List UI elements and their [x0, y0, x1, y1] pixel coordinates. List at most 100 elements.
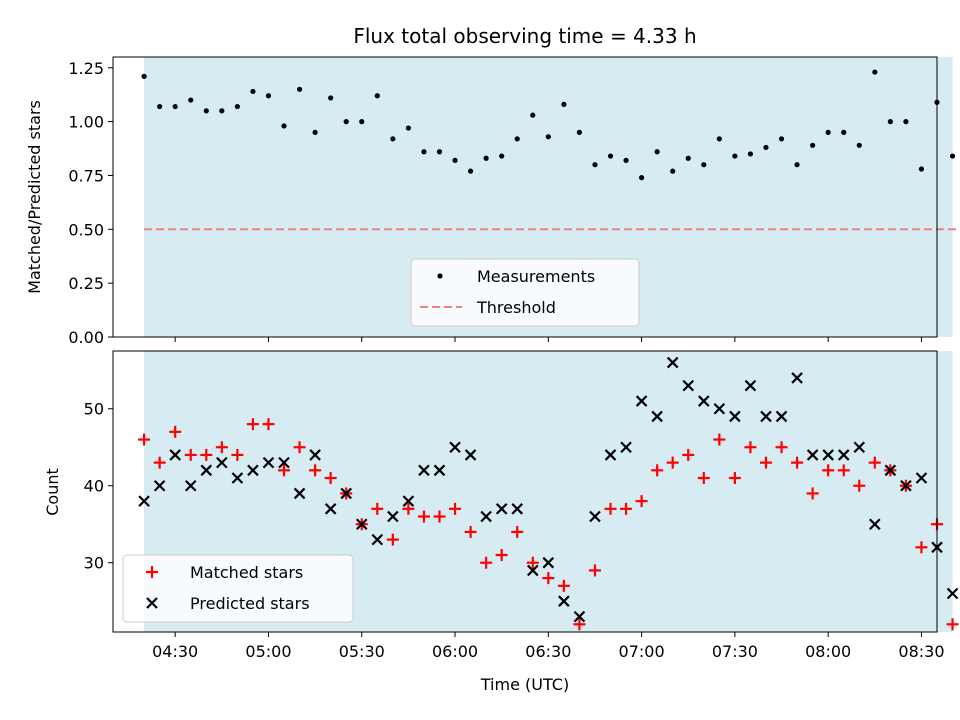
predicted-star-point: [760, 410, 772, 423]
predicted-star-point: [464, 449, 477, 461]
predicted-star-point: [806, 449, 819, 461]
predicted-star-point: [184, 479, 197, 492]
matched-star-point: [153, 456, 166, 469]
matched-star-point: [868, 456, 881, 469]
matched-star-point: [402, 502, 415, 515]
top-y-tick-label: 1.00: [68, 113, 104, 132]
measurement-point: [499, 153, 505, 159]
matched-star-point: [371, 502, 384, 515]
measurement-point: [670, 168, 676, 174]
measurement-point: [265, 93, 272, 99]
measurement-point: [810, 142, 816, 148]
predicted-star-point: [340, 487, 352, 500]
bottom-x-ticks: 04:30 05:00 05:30 06:00 06:30 07:00 07:30 08:00…: [152, 632, 945, 661]
predicted-star-point: [371, 533, 384, 546]
matched-star-point: [386, 533, 399, 546]
predicted-star-point: [573, 610, 586, 623]
top-y-tick-label: 0.00: [68, 328, 104, 347]
predicted-star-point: [900, 479, 912, 492]
predicted-star-point: [682, 379, 695, 392]
matched-star-point: [293, 441, 306, 454]
legend-measurements-label: Measurements: [477, 267, 595, 286]
predicted-star-point: [433, 464, 446, 477]
bottom-legend: Matched stars Predicted stars: [122, 554, 354, 623]
bottom-y-tick-label: 40: [84, 477, 104, 496]
top-x-ticks: [174, 337, 922, 342]
matched-star-point: [557, 579, 570, 592]
matched-star-point: [417, 510, 430, 523]
matched-star-point: [806, 487, 819, 500]
predicted-star-point: [853, 441, 866, 454]
measurement-point: [141, 73, 147, 79]
predicted-star-point: [744, 379, 757, 392]
top-y-tick-label: 0.50: [68, 220, 104, 239]
matched-star-point: [309, 464, 322, 477]
predicted-star-point: [635, 395, 648, 407]
x-tick-label: 05:00: [245, 642, 291, 661]
bottom-y-ticks: 30 40 50: [84, 400, 113, 573]
matched-star-point: [511, 525, 524, 538]
matched-star-point: [915, 541, 928, 554]
measurement-point: [903, 119, 909, 125]
measurement-point: [918, 166, 925, 172]
measurement-point: [716, 136, 722, 142]
top-y-tick-label: 0.75: [68, 166, 104, 185]
measurement-point: [654, 149, 660, 155]
matched-star-point: [651, 464, 664, 477]
matched-star-point: [464, 525, 477, 538]
predicted-star-point: [262, 456, 275, 469]
matched-star-point: [215, 441, 228, 454]
matched-star-point: [837, 464, 850, 477]
predicted-star-point: [169, 449, 181, 461]
measurement-point: [172, 103, 178, 110]
measurement-point: [421, 149, 427, 155]
top-y-axis-label: Matched/Predicted stars: [25, 100, 44, 294]
measurement-point: [841, 129, 847, 135]
measurement-point: [467, 168, 474, 174]
measurement-point: [219, 108, 225, 114]
top-panel: 0.00 0.25 0.50 0.75 1.00 1.25 Matched/Predict…: [25, 56, 960, 347]
measurement-point: [561, 101, 567, 107]
bottom-legend-box: [122, 554, 354, 623]
measurement-point: [250, 88, 256, 95]
predicted-star-point: [418, 464, 430, 477]
predicted-star-point: [278, 456, 290, 469]
predicted-star-point: [216, 456, 228, 469]
matched-star-point: [231, 448, 244, 461]
bottom-y-tick-label: 50: [84, 400, 104, 419]
predicted-star-point: [869, 518, 881, 530]
matched-star-point: [775, 441, 788, 454]
matched-star-point: [526, 556, 539, 569]
measurement-point: [203, 108, 209, 114]
matched-star-point: [542, 572, 555, 585]
predicted-star-point: [713, 402, 726, 415]
predicted-star-point: [526, 564, 539, 577]
measurement-point: [872, 69, 878, 75]
top-y-tick-label: 1.25: [68, 59, 104, 78]
top-y-ticks: 0.00 0.25 0.50 0.75 1.00 1.25: [68, 59, 113, 347]
measurement-point: [592, 162, 598, 168]
x-tick-label: 04:30: [152, 642, 198, 661]
matched-star-point: [791, 456, 804, 469]
predicted-star-point: [558, 595, 570, 607]
predicted-star-point: [791, 372, 803, 384]
measurement-point: [312, 129, 318, 135]
predicted-star-point: [604, 449, 617, 461]
measurement-point: [359, 119, 365, 125]
predicted-star-point: [511, 503, 524, 515]
matched-star-point: [495, 549, 508, 562]
chart-title: Flux total observing time = 4.33 h: [353, 24, 696, 48]
bottom-panel: 30 40 50 04:30 05:00 05:30 06:00 06:30 07:00 07:…: [43, 350, 959, 694]
matched-star-point: [433, 510, 446, 523]
matched-star-point: [480, 556, 493, 569]
x-axis-label: Time (UTC): [480, 675, 569, 694]
matched-star-point: [946, 618, 959, 631]
predicted-star-point: [698, 395, 710, 407]
matched-star-point: [169, 425, 182, 438]
measurement-point: [794, 162, 800, 168]
measurement-point: [949, 153, 956, 159]
predicted-star-point: [138, 495, 150, 507]
predicted-star-point: [775, 410, 788, 423]
measurement-point: [607, 153, 614, 159]
top-axes-frame: [112, 56, 938, 338]
